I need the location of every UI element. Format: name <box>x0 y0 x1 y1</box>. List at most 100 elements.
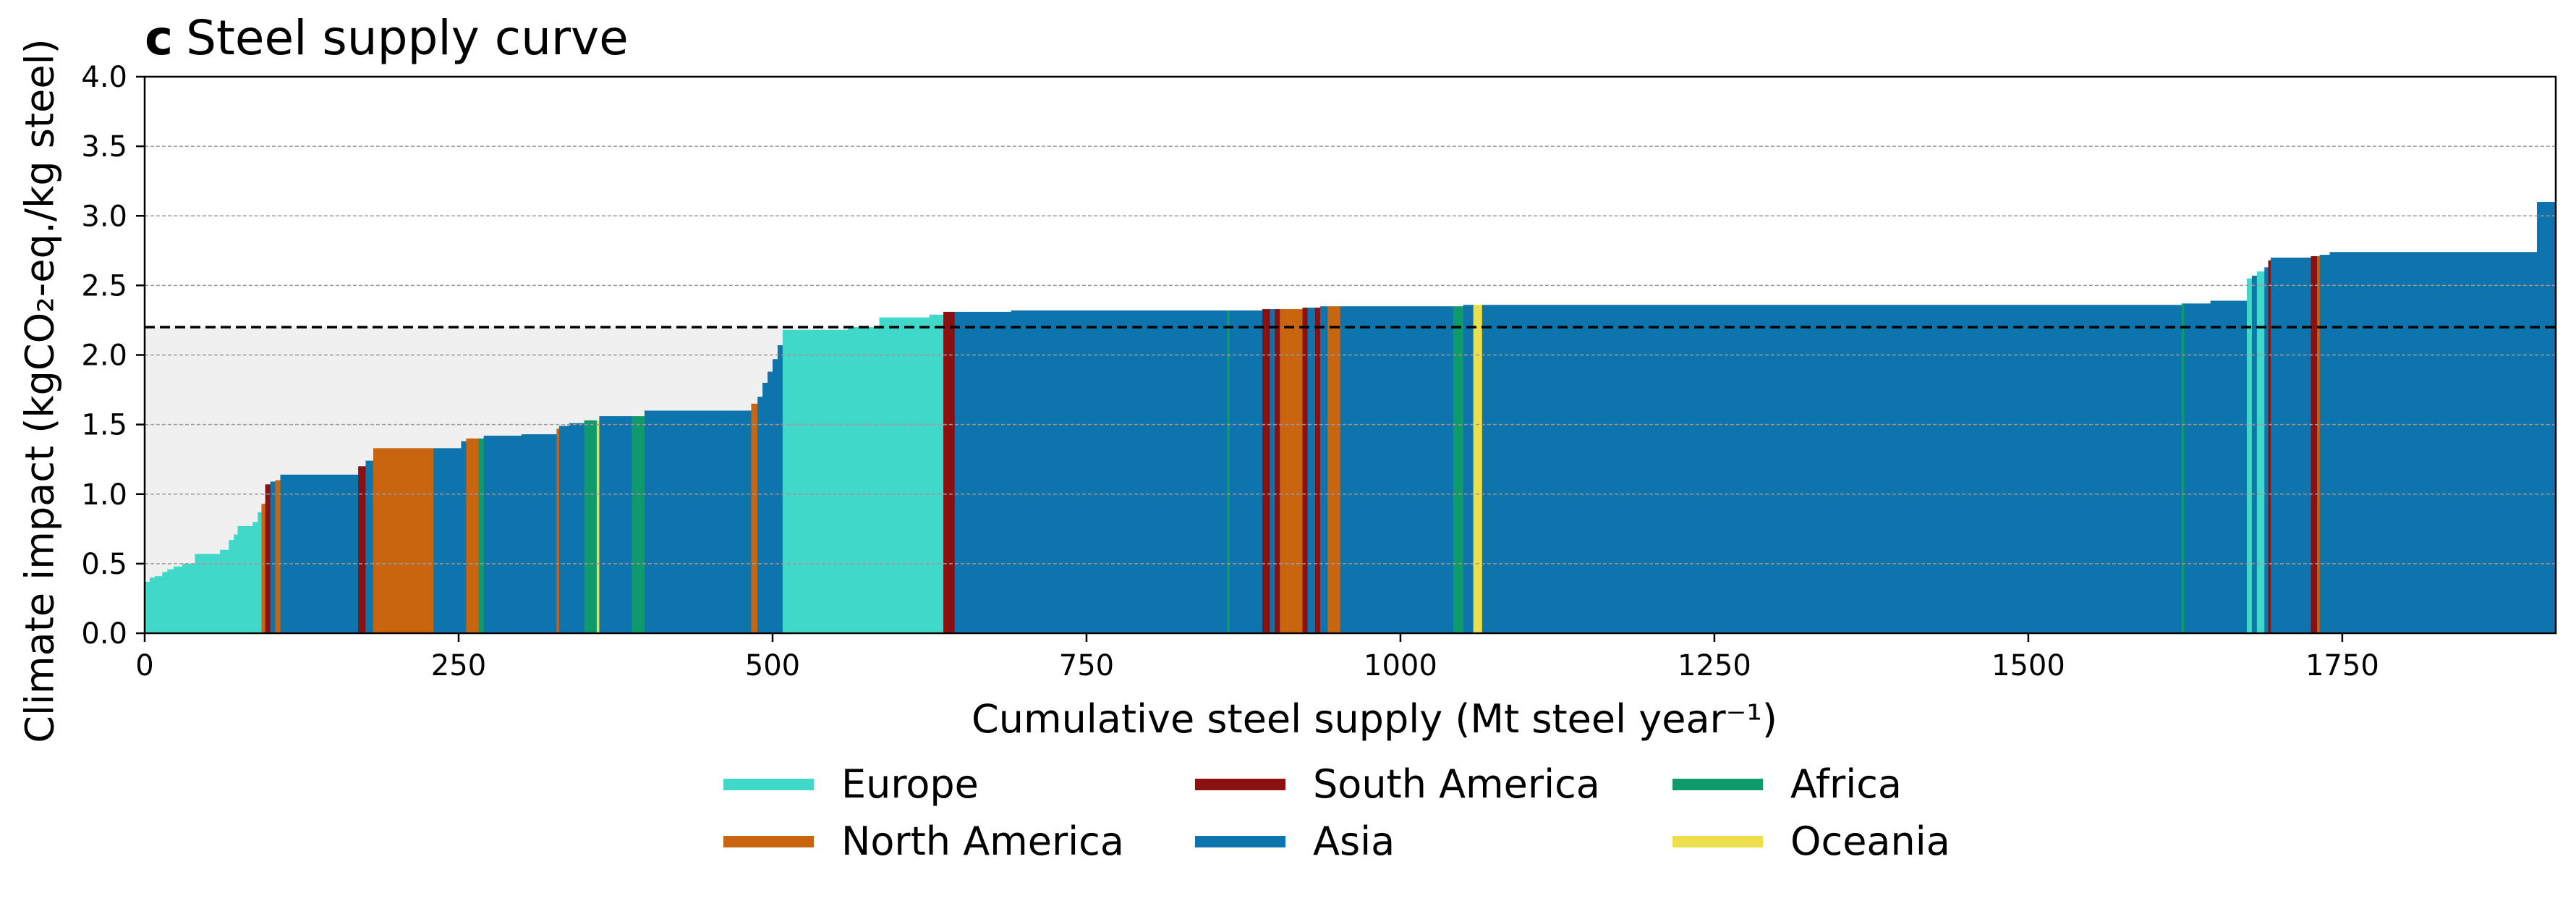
gap-shade <box>782 327 849 330</box>
supply-segments <box>145 202 2556 634</box>
gap-shade <box>167 327 174 570</box>
supply-segment <box>1270 309 1275 633</box>
supply-segment <box>1319 306 1328 633</box>
x-tick-label: 1500 <box>1991 649 2065 682</box>
gap-shade <box>772 327 778 360</box>
gap-shade <box>461 327 467 441</box>
gap-shade <box>265 327 271 485</box>
gap-shade <box>154 327 163 577</box>
supply-segment <box>280 474 359 633</box>
legend-label: South America <box>1313 761 1600 807</box>
supply-segment <box>2251 275 2258 633</box>
supply-segment <box>596 420 600 633</box>
supply-segment <box>777 345 783 633</box>
supply-segment <box>2184 303 2211 633</box>
gap-shade <box>258 327 262 512</box>
x-axis-label: Cumulative steel supply (Mt steel year⁻¹… <box>972 696 1777 742</box>
supply-segment <box>149 578 156 633</box>
supply-segment <box>2311 256 2318 633</box>
supply-segment <box>466 438 480 633</box>
supply-segment <box>751 403 758 633</box>
supply-segment <box>229 540 234 633</box>
gap-shade <box>261 327 266 504</box>
gap-shade <box>270 327 276 482</box>
gap-shade <box>195 327 221 554</box>
supply-segment <box>275 480 281 633</box>
supply-segment <box>1262 309 1270 633</box>
supply-segment <box>2264 267 2269 633</box>
legend-label: Asia <box>1313 818 1395 864</box>
gap-shade <box>466 327 480 439</box>
supply-segment <box>145 581 150 633</box>
supply-segment <box>1275 309 1280 633</box>
supply-segment <box>162 572 168 633</box>
supply-segment <box>1453 306 1464 633</box>
supply-segment <box>1327 306 1341 633</box>
gap-shade <box>558 327 570 426</box>
gap-shade <box>757 327 763 397</box>
supply-segment <box>1280 309 1304 633</box>
supply-segment <box>358 466 367 633</box>
gap-shade <box>229 327 234 541</box>
supply-segment <box>483 436 522 633</box>
x-tick-label: 1000 <box>1364 649 1437 682</box>
supply-segment <box>1473 305 1483 633</box>
chart-title: Steel supply curve <box>186 10 629 66</box>
axis-ticks: 0 250 500 750 1000 1250 1500 1750 0.0 0.5 1.0 1.5 2.… <box>81 61 2379 682</box>
gap-shade <box>162 327 168 572</box>
supply-segment <box>2268 260 2271 633</box>
y-tick-label: 4.0 <box>81 61 127 94</box>
x-tick-label: 0 <box>135 649 153 682</box>
legend-label: Europe <box>841 761 979 807</box>
supply-segment <box>461 441 467 633</box>
supply-segment <box>234 534 239 633</box>
supply-segment <box>2319 255 2331 634</box>
gridlines <box>145 145 2556 564</box>
supply-segment <box>220 549 229 633</box>
supply-segment <box>261 504 266 633</box>
supply-segment <box>258 512 263 633</box>
supply-segment <box>1229 310 1263 633</box>
gap-shade <box>644 327 752 411</box>
supply-segment <box>1302 308 1309 633</box>
supply-segment <box>1307 308 1316 633</box>
gap-shade <box>569 327 585 423</box>
y-tick-label: 3.0 <box>81 200 127 233</box>
supply-segment <box>848 327 880 633</box>
legend-swatch <box>723 835 814 847</box>
gap-shade <box>596 327 600 420</box>
supply-segment <box>2246 278 2253 633</box>
supply-segment <box>154 576 163 633</box>
gap-shade <box>237 327 253 526</box>
legend-swatch <box>1672 835 1763 847</box>
y-tick-label: 2.0 <box>81 339 127 373</box>
supply-segment <box>1314 308 1321 633</box>
gap-shade <box>521 327 557 435</box>
gap-shade <box>584 327 598 420</box>
supply-segment <box>2270 257 2312 633</box>
gap-shade <box>275 327 281 481</box>
legend-swatch <box>1672 778 1763 790</box>
legend-item: Africa <box>1672 761 1902 807</box>
gap-shade <box>173 327 183 567</box>
supply-segment <box>762 382 768 633</box>
y-tick-label: 0.0 <box>81 617 127 651</box>
y-tick-label: 1.5 <box>81 409 127 442</box>
supply-segment <box>757 397 763 633</box>
gap-shade <box>280 327 359 475</box>
gap-shade <box>556 327 560 429</box>
supply-segment <box>599 416 633 633</box>
x-tick-label: 1250 <box>1678 649 1751 682</box>
gap-shade <box>768 327 773 372</box>
y-tick-label: 1.0 <box>81 478 127 512</box>
panel-letter: c <box>145 10 174 66</box>
gap-shade <box>234 327 238 535</box>
gap-shade <box>751 327 758 404</box>
x-tick-label: 500 <box>745 649 800 682</box>
legend-swatch <box>1195 778 1285 790</box>
panel-title: c Steel supply curve <box>145 10 629 66</box>
gap-shade <box>777 327 783 346</box>
supply-segment <box>644 410 752 633</box>
gap-shade <box>365 327 374 461</box>
